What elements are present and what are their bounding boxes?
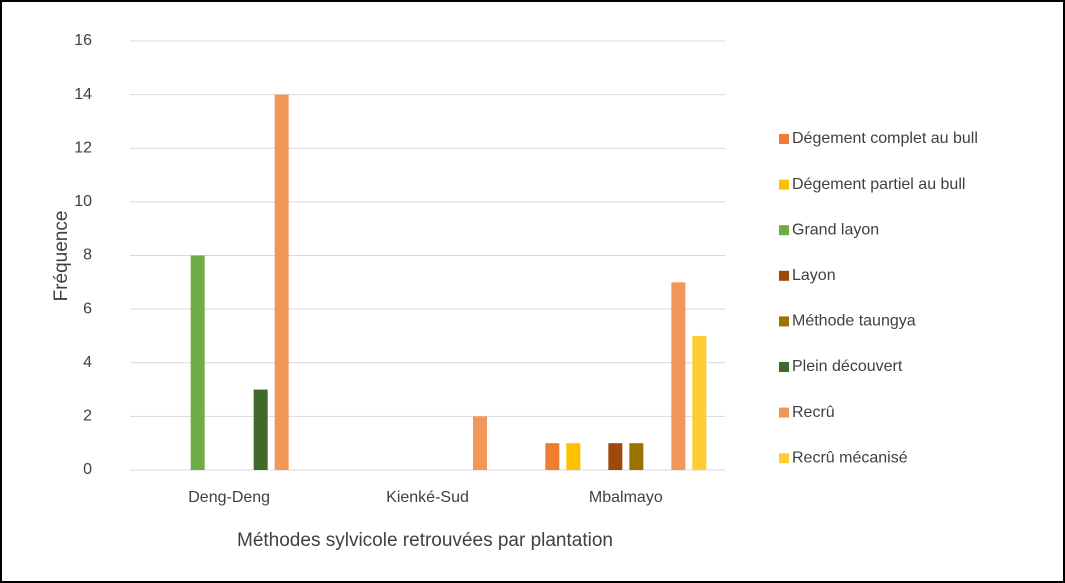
- y-tick-label: 0: [83, 461, 92, 478]
- bar: [274, 94, 289, 470]
- legend-label: Dégement complet au bull: [792, 130, 978, 147]
- x-tick-label: Deng-Deng: [188, 489, 270, 506]
- bar: [692, 335, 707, 470]
- x-tick-label: Kienké-Sud: [386, 489, 469, 506]
- y-axis-title: Fréquence: [51, 211, 72, 302]
- bar: [545, 443, 560, 470]
- x-axis-title: Méthodes sylvicole retrouvées par planta…: [237, 530, 613, 551]
- bar: [253, 389, 268, 470]
- legend-label: Recrû: [792, 404, 835, 421]
- bar: [190, 255, 205, 470]
- y-tick-label: 10: [74, 193, 92, 210]
- legend-swatch: [779, 362, 789, 372]
- legend-swatch: [779, 270, 789, 281]
- legend-swatch: [779, 453, 789, 464]
- x-tick-label: Mbalmayo: [589, 489, 663, 506]
- legend-label: Layon: [792, 267, 836, 284]
- legend-label: Dégement partiel au bull: [792, 176, 965, 193]
- legend-swatch: [779, 225, 789, 236]
- legend-label: Recrû mécanisé: [792, 449, 908, 466]
- y-tick-label: 4: [83, 354, 92, 371]
- bar: [608, 443, 623, 470]
- bar: [629, 443, 644, 470]
- y-tick-label: 2: [83, 408, 92, 425]
- y-tick-label: 6: [83, 300, 92, 317]
- y-tick-label: 8: [83, 247, 92, 264]
- legend-swatch: [779, 179, 789, 190]
- legend-label: Plein découvert: [792, 358, 903, 375]
- y-tick-label: 16: [74, 32, 92, 49]
- legend-swatch: [779, 407, 789, 418]
- legend-label: Méthode taungya: [792, 313, 916, 330]
- y-tick-label: 12: [74, 139, 92, 156]
- legend-swatch: [779, 316, 789, 327]
- bar: [473, 416, 487, 470]
- bar: [671, 282, 686, 470]
- y-tick-label: 14: [74, 86, 92, 103]
- legend-swatch: [779, 134, 789, 144]
- legend-label: Grand layon: [792, 221, 879, 238]
- bar: [566, 443, 581, 470]
